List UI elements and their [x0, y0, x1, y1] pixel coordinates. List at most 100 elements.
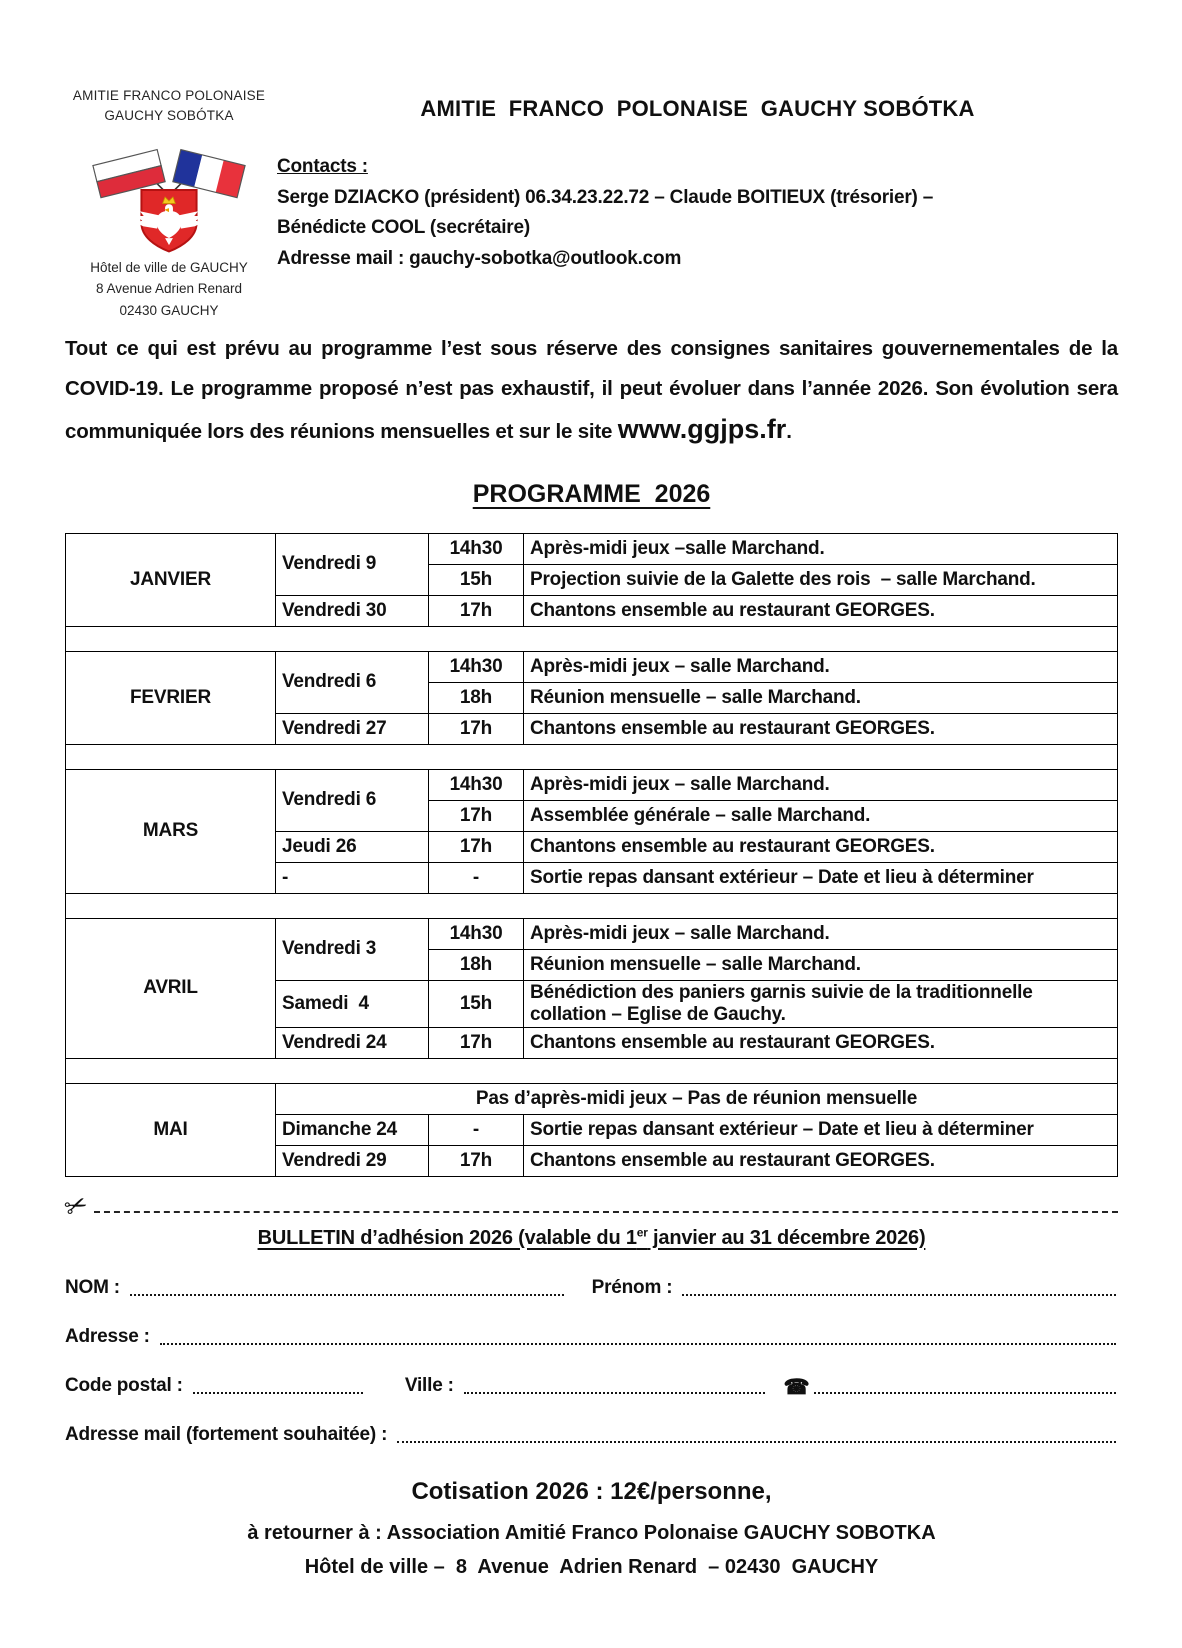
spacer-row: [65, 892, 1118, 919]
table-row: 18h Réunion mensuelle – salle Marchand.: [66, 681, 1118, 714]
code-postal-label: Code postal :: [65, 1374, 188, 1396]
activity-cell: Réunion mensuelle – salle Marchand.: [523, 948, 1118, 981]
time-cell: 14h30: [428, 532, 524, 565]
adresse-label: Adresse :: [65, 1325, 155, 1347]
spacer-row: [65, 625, 1118, 652]
bulletin-title: BULLETIN d’adhésion 2026 (valable du 1er…: [257, 1224, 926, 1249]
table-row: AVRIL Vendredi 3 14h30 Après-midi jeux –…: [65, 917, 1118, 1059]
header-right-column: AMITIE FRANCO POLONAISE GAUCHY SOBÓTKA C…: [273, 86, 1118, 321]
time-cell: -: [428, 861, 524, 894]
mail-fill-line: [397, 1440, 1116, 1443]
date-cell: Vendredi 6: [275, 768, 429, 832]
time-cell: 14h30: [428, 768, 524, 801]
activity-cell: Chantons ensemble au restaurant GEORGES.: [523, 1144, 1118, 1177]
logo-address-line1: Hôtel de ville de GAUCHY: [90, 260, 248, 276]
table-row: - - Sortie repas dansant extérieur – Dat…: [66, 861, 1118, 894]
prenom-fill-line: [682, 1293, 1116, 1296]
cotisation-line: Cotisation 2026 : 12€/personne,: [411, 1477, 772, 1505]
activity-cell: Sortie repas dansant extérieur – Date et…: [523, 1113, 1118, 1146]
intro-suffix: .: [786, 419, 792, 443]
time-cell: 17h: [428, 594, 524, 627]
activity-cell: Assemblée générale – salle Marchand.: [523, 799, 1118, 832]
table-row: Vendredi 24 17h Chantons ensemble au res…: [66, 1026, 1118, 1059]
activity-cell: Chantons ensemble au restaurant GEORGES.: [523, 830, 1118, 863]
activity-cell: Bénédiction des paniers garnis suivie de…: [523, 979, 1118, 1028]
form-row-city-phone: Code postal : Ville : ☎: [65, 1374, 1118, 1399]
ville-fill-line: [463, 1391, 766, 1394]
prenom-label: Prénom :: [591, 1276, 678, 1298]
activity-cell: Projection suivie de la Galette des rois…: [523, 563, 1118, 596]
month-cell-avril: AVRIL: [65, 917, 276, 1059]
time-cell: 17h: [428, 712, 524, 745]
activity-cell: Chantons ensemble au restaurant GEORGES.: [523, 594, 1118, 627]
month-cell-mai: MAI: [65, 1082, 276, 1177]
activity-cell: Chantons ensemble au restaurant GEORGES.: [523, 712, 1118, 745]
month-cell-mars: MARS: [65, 768, 276, 894]
spacer-row: [65, 743, 1118, 770]
table-row: 17h Assemblée générale – salle Marchand.: [66, 799, 1118, 832]
contacts-label: Contacts :: [277, 156, 368, 177]
logo-address-line2: 8 Avenue Adrien Renard: [95, 281, 243, 297]
contact-line-secretary: Bénédicte COOL (secrétaire): [277, 217, 530, 238]
nom-label: NOM :: [65, 1276, 126, 1298]
time-cell: 17h: [428, 1026, 524, 1059]
scissors-icon: ✂: [60, 1187, 93, 1225]
time-cell: 17h: [428, 799, 524, 832]
date-cell: Samedi 4: [275, 979, 429, 1028]
table-row: Vendredi 29 17h Chantons ensemble au res…: [66, 1144, 1118, 1177]
table-row: Dimanche 24 - Sortie repas dansant extér…: [66, 1113, 1118, 1146]
date-cell: Vendredi 29: [275, 1144, 429, 1177]
month-cell-janvier: JANVIER: [65, 532, 276, 627]
adresse-fill-line: [159, 1342, 1116, 1345]
date-cell: -: [275, 861, 429, 894]
month-cell-fevrier: FEVRIER: [65, 650, 276, 745]
cut-here-row: ✂: [60, 1188, 1118, 1224]
activity-cell: Sortie repas dansant extérieur – Date et…: [523, 861, 1118, 894]
membership-form: NOM : Prénom : Adresse : Code postal : V…: [65, 1277, 1118, 1446]
time-cell: 17h: [428, 1144, 524, 1177]
code-postal-fill-line: [192, 1391, 363, 1394]
table-row: Vendredi 30 17h Chantons ensemble au res…: [66, 594, 1118, 627]
activity-cell: Après-midi jeux –salle Marchand.: [523, 532, 1118, 565]
table-row: 18h Réunion mensuelle – salle Marchand.: [66, 948, 1118, 981]
phone-fill-line: [814, 1391, 1117, 1394]
table-row: MARS Vendredi 6 14h30 Après-midi jeux – …: [65, 768, 1118, 894]
date-cell: Vendredi 3: [275, 917, 429, 981]
date-cell: Vendredi 24: [275, 1026, 429, 1059]
table-row: JANVIER Vendredi 9 14h30 Après-midi jeux…: [65, 532, 1118, 627]
full-width-note-cell: Pas d’après-midi jeux – Pas de réunion m…: [275, 1082, 1118, 1115]
flags-and-eagle-shield-icon: [92, 149, 246, 253]
time-cell: 17h: [428, 830, 524, 863]
ville-label: Ville :: [404, 1374, 459, 1396]
table-row: Jeudi 26 17h Chantons ensemble au restau…: [66, 830, 1118, 863]
logo-org-name-line2: GAUCHY SOBÓTKA: [104, 107, 234, 123]
date-cell: Vendredi 6: [275, 650, 429, 714]
activity-cell: Réunion mensuelle – salle Marchand.: [523, 681, 1118, 714]
time-cell: -: [428, 1113, 524, 1146]
association-address-line: Hôtel de ville – 8 Avenue Adrien Renard …: [304, 1555, 879, 1578]
date-cell: Vendredi 30: [275, 594, 429, 627]
nom-fill-line: [130, 1293, 564, 1296]
date-cell: Dimanche 24: [275, 1113, 429, 1146]
activity-cell: Chantons ensemble au restaurant GEORGES.: [523, 1026, 1118, 1059]
intro-paragraph: Tout ce qui est prévu au programme l’est…: [65, 329, 1118, 452]
table-row: Vendredi 27 17h Chantons ensemble au res…: [66, 712, 1118, 745]
table-row: Samedi 4 15h Bénédiction des paniers gar…: [66, 979, 1118, 1028]
logo-address-line3: 02430 GAUCHY: [119, 302, 219, 318]
time-cell: 15h: [428, 563, 524, 596]
contact-mail-line: Adresse mail : gauchy-sobotka@outlook.co…: [277, 247, 682, 269]
time-cell: 14h30: [428, 917, 524, 950]
return-address-line: à retourner à : Association Amitié Franc…: [247, 1521, 936, 1544]
table-row: MAI Pas d’après-midi jeux – Pas de réuni…: [65, 1082, 1118, 1177]
logo-org-name-line1: AMITIE FRANCO POLONAISE: [72, 88, 266, 103]
form-row-address: Adresse :: [65, 1326, 1118, 1348]
header: AMITIE FRANCO POLONAISE GAUCHY SOBÓTKA: [65, 86, 1118, 321]
activity-cell: Après-midi jeux – salle Marchand.: [523, 650, 1118, 683]
phone-icon: ☎: [783, 1375, 810, 1399]
table-row: FEVRIER Vendredi 6 14h30 Après-midi jeux…: [65, 650, 1118, 745]
intro-text: Tout ce qui est prévu au programme l’est…: [65, 336, 1118, 443]
adresse-mail-label: Adresse mail (fortement souhaitée) :: [65, 1423, 393, 1445]
time-cell: 14h30: [428, 650, 524, 683]
activity-cell: Après-midi jeux – salle Marchand.: [523, 917, 1118, 950]
